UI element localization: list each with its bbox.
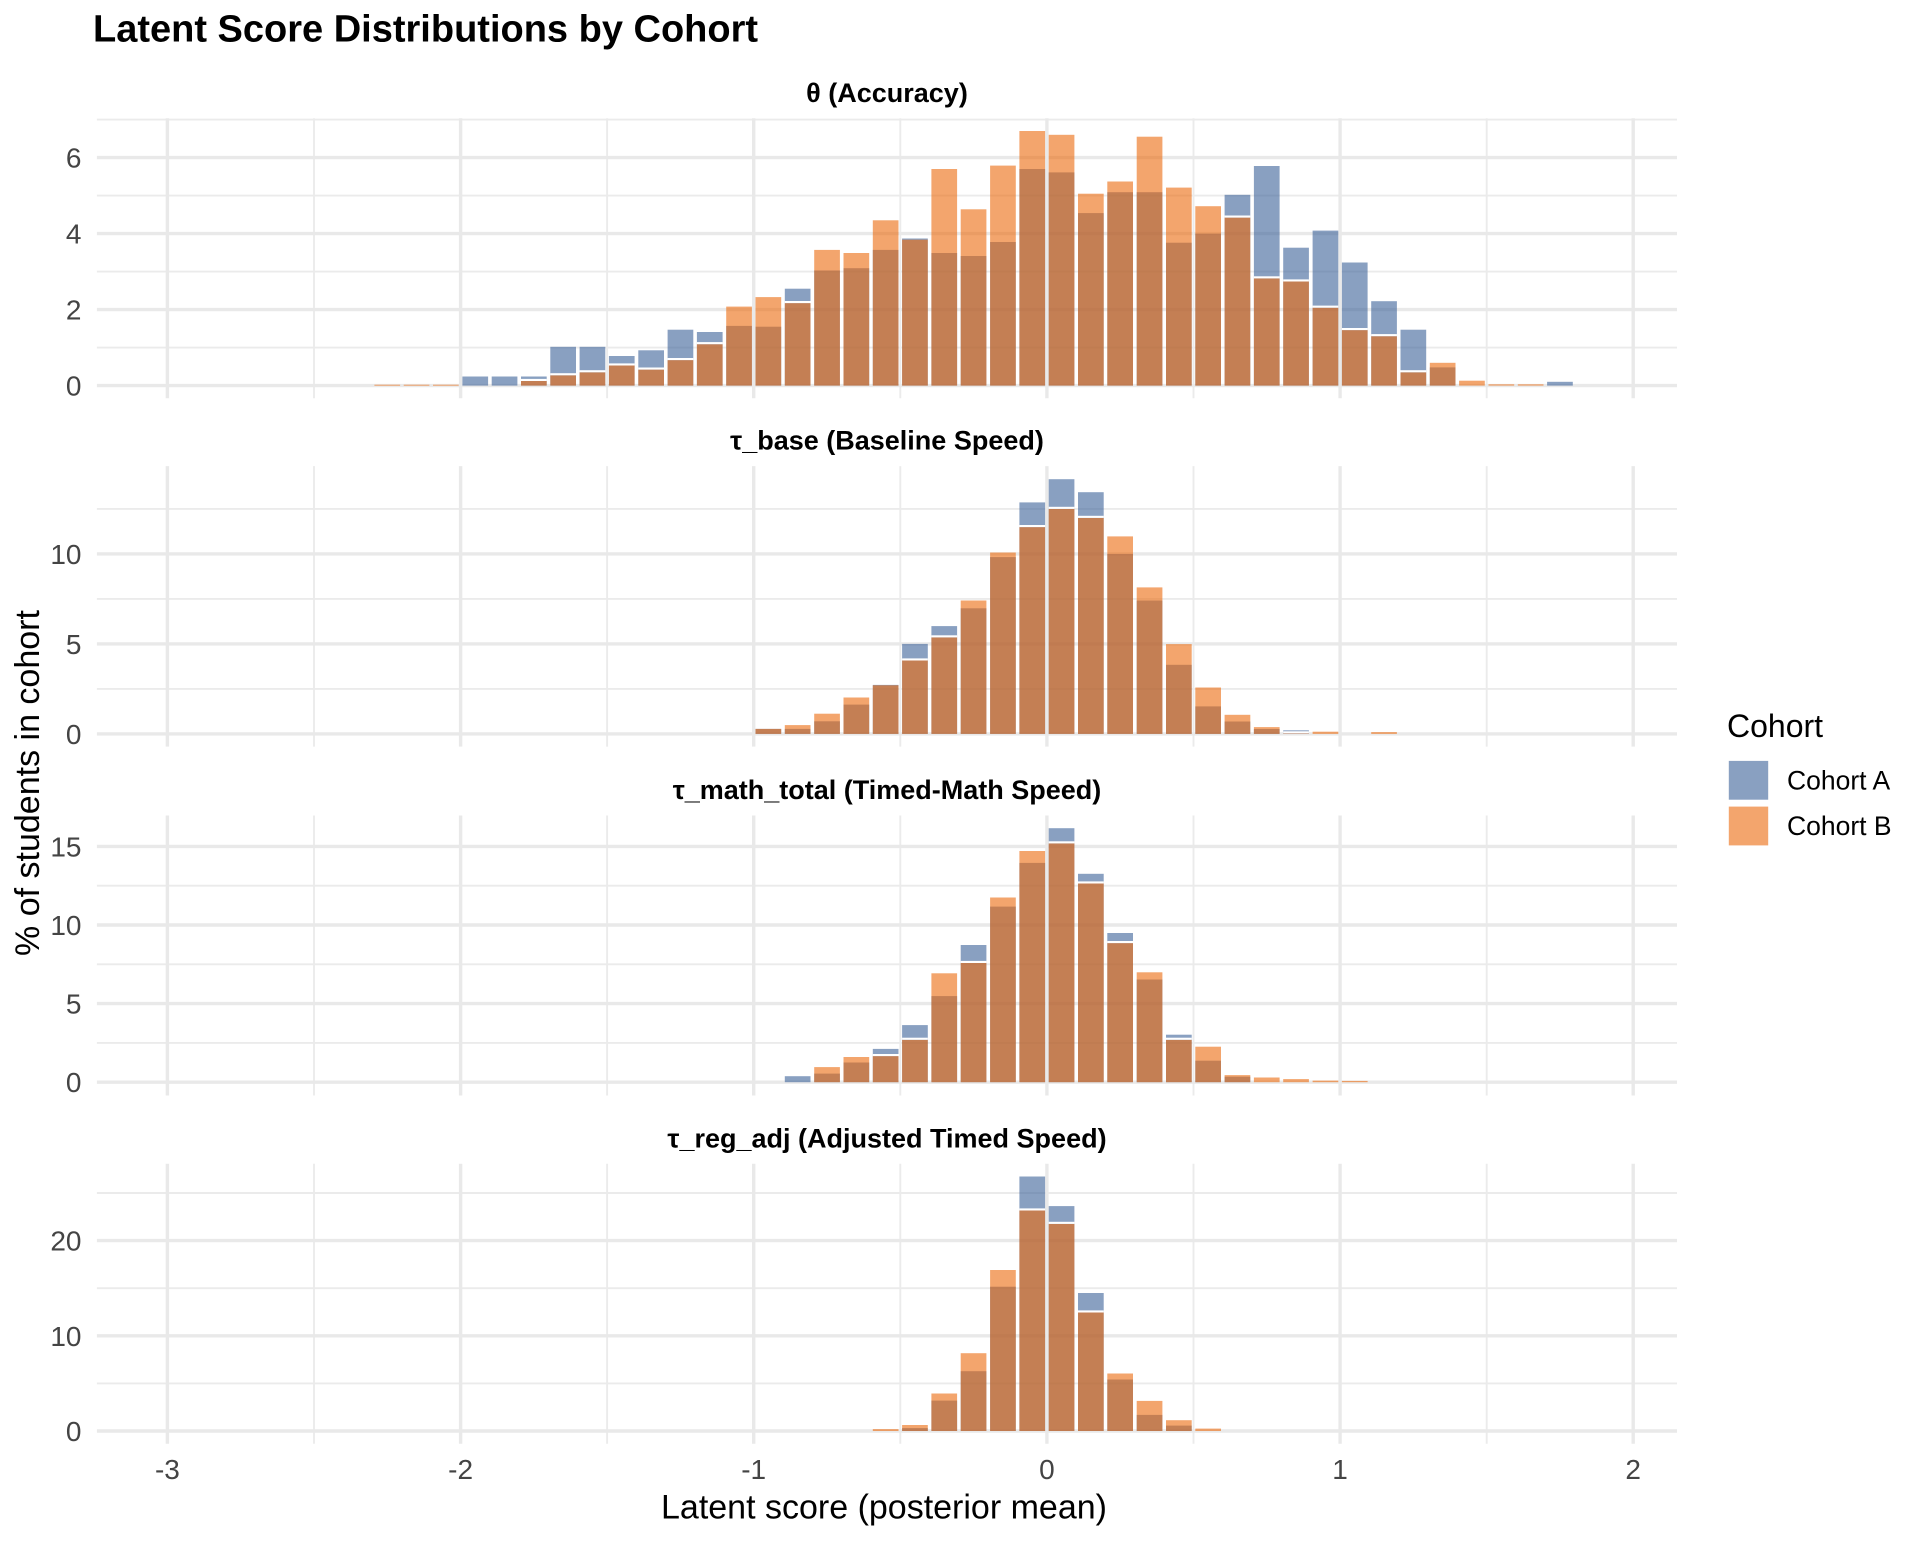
svg-text:20: 20 xyxy=(50,1226,81,1257)
svg-text:2: 2 xyxy=(1625,1454,1641,1485)
svg-text:τ_math_total (Timed-Math Speed: τ_math_total (Timed-Math Speed) xyxy=(673,775,1102,805)
svg-text:1: 1 xyxy=(1332,1454,1348,1485)
svg-text:0: 0 xyxy=(66,719,82,750)
svg-text:Cohort A: Cohort A xyxy=(1787,766,1890,796)
svg-text:Cohort: Cohort xyxy=(1727,708,1823,744)
svg-text:5: 5 xyxy=(66,989,82,1020)
svg-text:τ_reg_adj (Adjusted Timed Spee: τ_reg_adj (Adjusted Timed Speed) xyxy=(667,1123,1106,1153)
svg-text:6: 6 xyxy=(66,143,82,174)
svg-text:0: 0 xyxy=(66,1416,82,1447)
svg-text:% of students in cohort: % of students in cohort xyxy=(9,610,47,956)
svg-text:15: 15 xyxy=(50,831,81,862)
svg-text:0: 0 xyxy=(66,1067,82,1098)
svg-text:0: 0 xyxy=(66,371,82,402)
svg-text:θ (Accuracy): θ (Accuracy) xyxy=(806,78,968,108)
svg-text:-2: -2 xyxy=(448,1454,473,1485)
svg-text:0: 0 xyxy=(1039,1454,1055,1485)
svg-text:10: 10 xyxy=(50,539,81,570)
svg-text:10: 10 xyxy=(50,1321,81,1352)
svg-text:-1: -1 xyxy=(741,1454,766,1485)
svg-text:10: 10 xyxy=(50,910,81,941)
svg-text:5: 5 xyxy=(66,629,82,660)
svg-text:Cohort B: Cohort B xyxy=(1787,811,1892,841)
svg-text:τ_base (Baseline Speed): τ_base (Baseline Speed) xyxy=(730,426,1044,456)
svg-text:-3: -3 xyxy=(155,1454,180,1485)
svg-text:4: 4 xyxy=(66,219,82,250)
svg-text:Latent score (posterior mean): Latent score (posterior mean) xyxy=(661,1489,1107,1527)
svg-text:Latent Score Distributions by: Latent Score Distributions by Cohort xyxy=(93,9,758,51)
svg-text:2: 2 xyxy=(66,295,82,326)
